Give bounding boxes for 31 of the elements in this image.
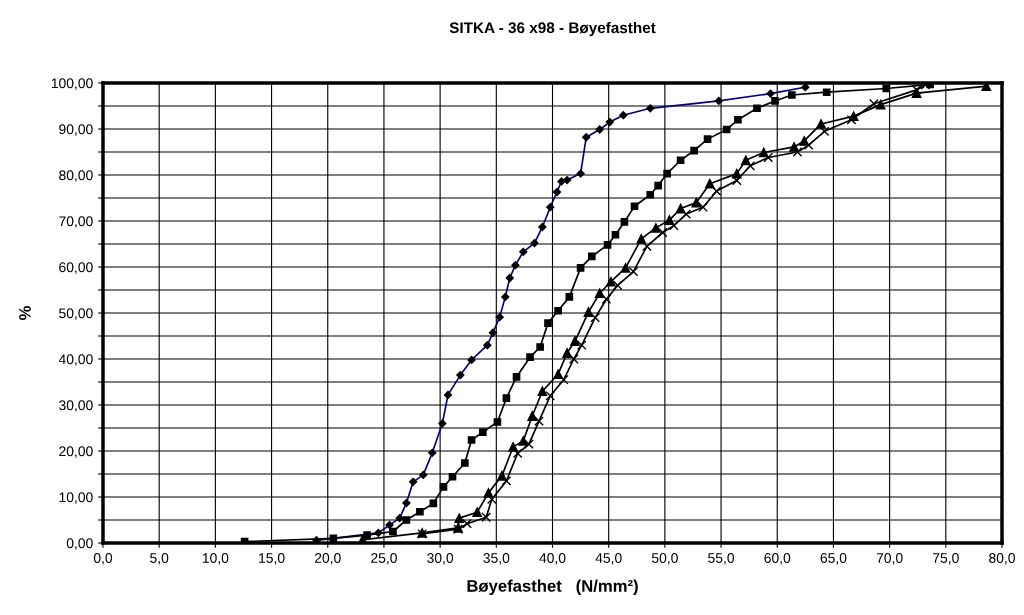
x-tick-label: 15,0	[259, 553, 285, 565]
x-tick-label: 70,0	[876, 553, 903, 565]
y-tick-label: 30,00	[59, 400, 93, 412]
chart-title: SITKA - 36 x98 - Bøyefasthet	[449, 21, 656, 37]
x-tick-label: 35,0	[483, 553, 510, 565]
y-tick-label: 90,00	[59, 124, 93, 136]
x-tick-label: 0,0	[93, 553, 113, 565]
y-axis-title: %	[19, 306, 31, 320]
x-tick-label: 50,0	[651, 553, 678, 565]
x-tick-label: 60,0	[764, 553, 791, 565]
x-axis-title: Bøyefasthet (N/mm²)	[467, 579, 638, 596]
y-tick-label: 0,00	[66, 538, 93, 550]
x-tick-label: 5,0	[150, 553, 169, 565]
y-tick-label: 10,00	[59, 492, 93, 504]
y-tick-label: 80,00	[59, 170, 93, 182]
x-tick-label: 45,0	[595, 553, 622, 565]
x-tick-label: 30,0	[427, 553, 454, 565]
x-tick-label: 40,0	[539, 553, 566, 565]
x-tick-label: 75,0	[933, 553, 959, 565]
x-tick-label: 10,0	[202, 553, 229, 565]
y-tick-label: 60,00	[59, 262, 93, 274]
y-tick-label: 40,00	[58, 354, 93, 366]
x-tick-label: 55,0	[708, 553, 735, 565]
x-tick-label: 65,0	[820, 553, 847, 565]
x-tick-label: 25,0	[371, 553, 397, 565]
y-tick-label: 100,00	[51, 78, 93, 90]
x-tick-label: 20,0	[314, 553, 341, 565]
y-tick-label: 20,00	[59, 446, 93, 458]
x-tick-label: 80,0	[989, 553, 1015, 565]
y-tick-label: 50,00	[59, 308, 93, 320]
y-tick-label: 70,00	[59, 216, 93, 228]
